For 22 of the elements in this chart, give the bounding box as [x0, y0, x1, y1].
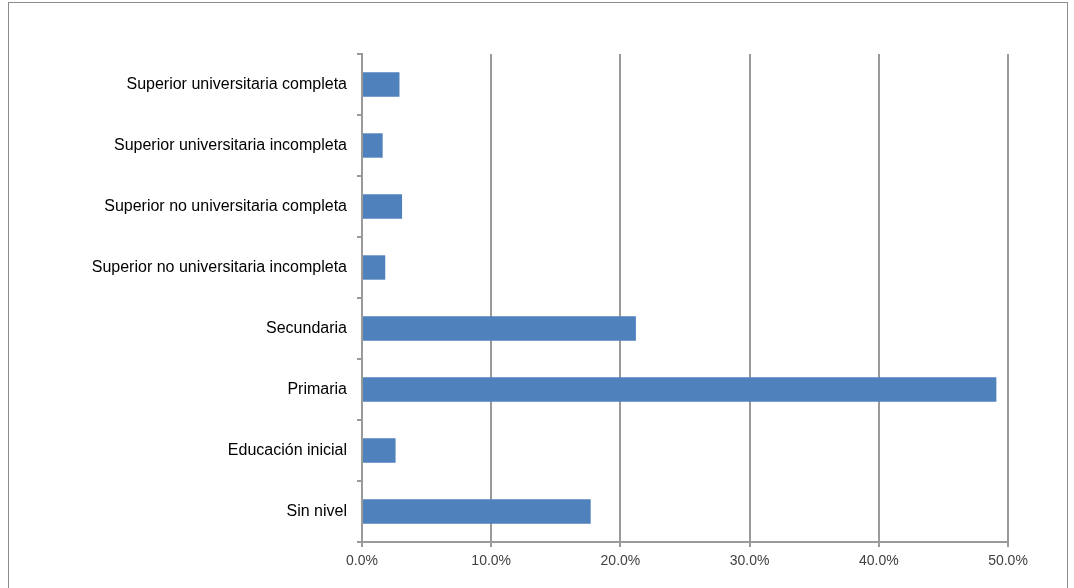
bar [363, 133, 383, 158]
x-tick-label: 0.0% [346, 552, 378, 569]
x-tick-label: 20.0% [600, 552, 641, 569]
bar [363, 316, 636, 341]
bar [363, 377, 997, 402]
x-tick-label: 10.0% [471, 552, 512, 569]
y-tick-label: Primaria [287, 379, 348, 397]
bar [363, 255, 386, 280]
y-tick-label: Superior no universitaria completa [104, 196, 348, 214]
bar [363, 194, 403, 219]
x-tick-label: 30.0% [729, 552, 770, 569]
y-tick-label: Educación inicial [227, 440, 347, 458]
bar [363, 72, 400, 97]
y-tick-label: Superior no universitaria incompleta [91, 257, 348, 275]
x-tick-label: 50.0% [988, 552, 1028, 569]
y-tick-label: Superior universitaria completa [126, 74, 348, 92]
y-tick-label: Secundaria [266, 318, 348, 336]
y-tick-label: Sin nivel [286, 501, 347, 519]
y-tick-label: Superior universitaria incompleta [114, 135, 348, 153]
bar [363, 438, 396, 463]
x-tick-label: 40.0% [858, 552, 899, 569]
bar [363, 499, 591, 524]
